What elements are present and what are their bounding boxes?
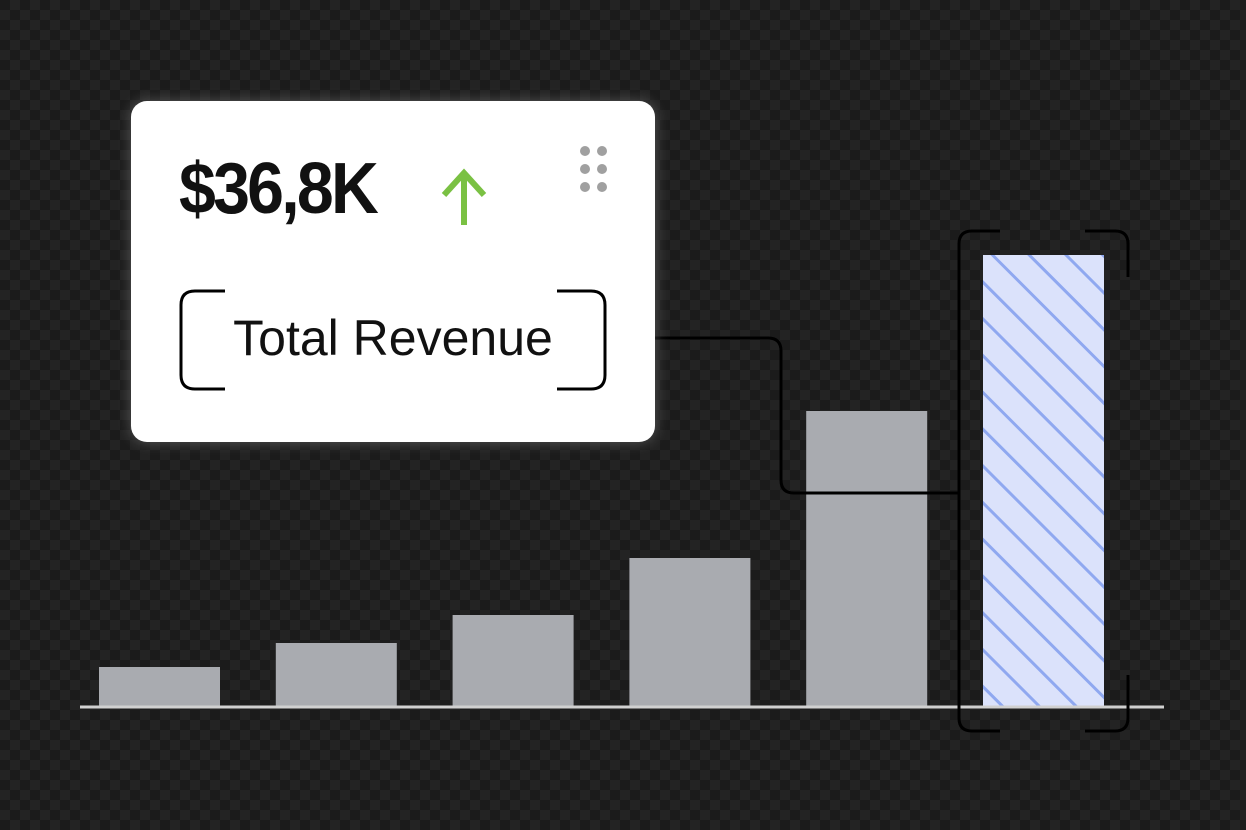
bar — [629, 558, 751, 706]
kpi-label: Total Revenue — [179, 289, 607, 391]
trend-up-arrow-icon — [441, 168, 487, 225]
highlighted-bar — [983, 255, 1104, 706]
bar — [99, 667, 220, 706]
connector-line — [607, 336, 959, 495]
kpi-value: $36,8K — [179, 149, 379, 229]
bar — [275, 643, 397, 706]
selection-bracket — [957, 229, 1130, 733]
kpi-label-text: Total Revenue — [233, 310, 553, 366]
bar — [806, 411, 928, 706]
label-bracket — [179, 289, 607, 391]
drag-handle-icon[interactable] — [579, 145, 609, 195]
bar — [452, 615, 574, 706]
kpi-card: $36,8K Total Revenue — [131, 101, 655, 442]
